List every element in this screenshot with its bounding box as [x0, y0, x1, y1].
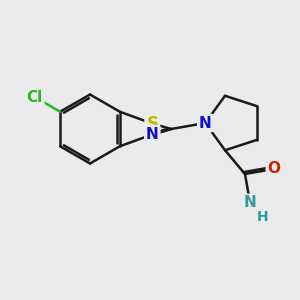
Text: N: N: [146, 127, 159, 142]
Text: N: N: [244, 195, 256, 210]
Text: O: O: [267, 161, 280, 176]
Text: H: H: [256, 210, 268, 224]
Text: Cl: Cl: [27, 90, 43, 105]
Text: N: N: [199, 116, 211, 130]
Text: S: S: [146, 115, 158, 133]
